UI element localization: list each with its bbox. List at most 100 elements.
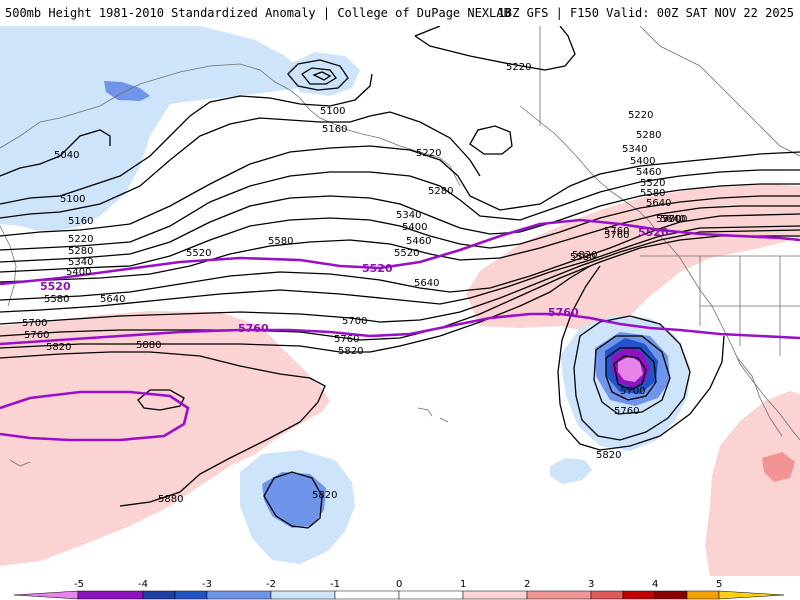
contour-label: 5880 (136, 340, 161, 351)
colorbar-tick-label: 4 (652, 579, 658, 590)
height-contour (0, 213, 800, 301)
coastlines (0, 26, 800, 467)
colorbar-svg: -5 -4 -3 -2 -1 0 1 2 3 4 5 (13, 579, 785, 600)
colorbar-swatch (334, 590, 400, 600)
contour-label: 5760 (334, 334, 359, 345)
contour-label: 5760 (24, 330, 49, 341)
contour-label: 5700 (342, 316, 367, 327)
height-contour (469, 125, 513, 155)
height-contour (0, 351, 326, 507)
contour-label: 5220 (506, 62, 531, 73)
contour-label: 5760 (614, 406, 639, 417)
contour-label: 5160 (322, 124, 347, 135)
map-title: 500mb Height 1981-2010 Standardized Anom… (5, 6, 511, 20)
negative-anomaly-region (550, 458, 592, 484)
contour-label: 5400 (66, 267, 91, 278)
height-contour (0, 129, 111, 177)
height-contour (0, 183, 800, 263)
colorbar-tick-label: -2 (266, 579, 276, 590)
contour-label: 5580 (570, 252, 595, 263)
colorbar-swatch (622, 590, 656, 600)
contour-5520 (0, 218, 800, 286)
negative-anomaly-core (104, 81, 150, 101)
contour-5520-label: 5520 (638, 226, 669, 239)
colorbar-swatch (526, 590, 592, 600)
colorbar-tick-label: 2 (524, 579, 530, 590)
contour-label: 5580 (44, 294, 69, 305)
map-svg: 5220 5100 5160 5040 5100 5160 5220 5280 … (0, 26, 800, 576)
colorbar-swatch (718, 590, 785, 600)
height-contour (263, 471, 323, 529)
contour-label: 5220 (68, 234, 93, 245)
contour-label: 5520 (186, 248, 211, 259)
height-contour (0, 145, 800, 237)
contour-label: 5280 (428, 186, 453, 197)
contour-label: 5340 (68, 257, 93, 268)
contour-label: 5580 (640, 188, 665, 199)
contour-5760 (0, 312, 800, 346)
contour-5520-label: 5520 (362, 262, 393, 275)
contour-label: 5340 (622, 144, 647, 155)
colorbar-swatch (77, 590, 144, 600)
height-contour (414, 26, 576, 71)
contour-5760-label: 5760 (548, 306, 579, 319)
height-contour (0, 111, 481, 219)
coastline (735, 355, 783, 437)
contour-label: 5280 (636, 130, 661, 141)
map-panel: 5220 5100 5160 5040 5100 5160 5220 5280 … (0, 26, 800, 576)
contour-label: 5100 (60, 194, 85, 205)
colorbar-swatch (174, 590, 208, 600)
colorbar-swatches (13, 590, 785, 600)
height-contour (573, 315, 691, 441)
coastline (639, 26, 800, 157)
height-contour (312, 71, 332, 81)
anomaly-shading (0, 26, 800, 576)
contour-label: 5460 (406, 236, 431, 247)
height-contour (0, 265, 591, 353)
coastline (417, 407, 433, 417)
contour-label: 5400 (630, 156, 655, 167)
contour-label: 5220 (628, 110, 653, 121)
colorbar-swatch (270, 590, 336, 600)
contour-label: 5460 (636, 167, 661, 178)
contour-label: 5820 (596, 450, 621, 461)
contour-5760-closed (0, 390, 190, 442)
height-contour (0, 169, 800, 251)
positive-anomaly-region (705, 391, 800, 576)
reference-contours (0, 218, 800, 442)
contour-label: 5700 (620, 386, 645, 397)
contour-label: 5520 (394, 248, 419, 259)
colorbar-ticks: -5 -4 -3 -2 -1 0 1 2 3 4 5 (74, 579, 722, 590)
coastline (9, 459, 31, 467)
height-contour (0, 195, 800, 273)
contour-label: 5640 (660, 214, 685, 225)
negative-anomaly-core (262, 472, 326, 528)
contour-label: 5760 (604, 230, 629, 241)
colorbar-swatch (142, 590, 176, 600)
height-contour (605, 347, 657, 401)
coastline (0, 225, 17, 307)
model-run-info: 18Z GFS | F150 Valid: 00Z SAT NOV 22 202… (497, 6, 794, 20)
colorbar-swatch (462, 590, 528, 600)
colorbar-tick-label: -1 (330, 579, 340, 590)
colorbar-swatch (13, 590, 79, 600)
negative-anomaly-region (0, 26, 305, 232)
colorbar-swatch (686, 590, 720, 600)
contour-label: 5820 (572, 250, 597, 261)
colorbar-swatch (654, 590, 688, 600)
colorbar-legend: -5 -4 -3 -2 -1 0 1 2 3 4 5 (0, 576, 800, 600)
height-contour (0, 73, 373, 205)
contour-label: 5520 (640, 178, 665, 189)
height-contour (301, 67, 337, 85)
map-header: 500mb Height 1981-2010 Standardized Anom… (0, 0, 800, 26)
height-contour (613, 355, 647, 391)
contour-label: 5820 (312, 490, 337, 501)
height-contour (0, 205, 800, 283)
coastline (0, 63, 461, 187)
contour-5760-label: 5760 (238, 322, 269, 335)
contour-label: 5820 (46, 342, 71, 353)
contour-label: 5640 (100, 294, 125, 305)
coastline (439, 417, 449, 423)
contour-labels: 5220 5100 5160 5040 5100 5160 5220 5280 … (22, 62, 687, 505)
contour-label: 5700 (662, 214, 687, 225)
